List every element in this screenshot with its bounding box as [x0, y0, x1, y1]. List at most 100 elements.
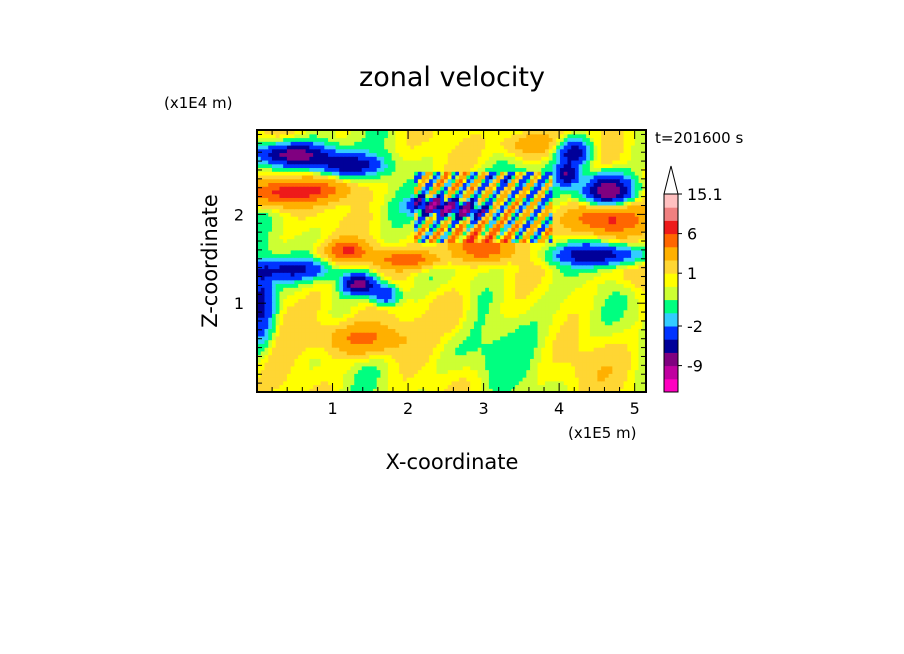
field-cell	[563, 216, 569, 221]
field-cell	[447, 384, 453, 389]
field-cell	[563, 212, 569, 217]
field-cell	[582, 358, 587, 363]
field-cell	[346, 231, 352, 236]
field-cell	[440, 362, 445, 367]
field-cell	[634, 380, 640, 386]
field-cell	[462, 219, 468, 225]
field-cell	[593, 219, 598, 225]
field-cell	[537, 335, 542, 341]
field-cell	[552, 347, 557, 352]
field-cell	[522, 373, 527, 378]
field-cell	[511, 332, 516, 337]
field-cell	[298, 335, 303, 341]
field-cell	[559, 354, 565, 359]
field-cell	[623, 238, 628, 243]
field-cell	[545, 223, 550, 228]
field-cell	[616, 249, 621, 255]
field-cell	[503, 279, 509, 285]
field-cell	[451, 313, 456, 318]
field-cell	[268, 373, 273, 378]
field-cell	[526, 268, 531, 273]
field-cell	[357, 264, 363, 270]
field-cell	[365, 234, 370, 240]
field-cell	[488, 287, 494, 292]
field-cell	[481, 347, 486, 352]
field-cell	[350, 238, 355, 243]
field-cell	[447, 287, 453, 292]
field-cell	[616, 343, 621, 348]
field-cell	[380, 373, 385, 378]
field-cell	[556, 290, 561, 296]
field-cell	[294, 320, 299, 326]
field-cell	[372, 253, 378, 258]
field-cell	[582, 354, 587, 359]
field-cell	[522, 223, 527, 228]
field-cell	[369, 313, 374, 318]
field-cell	[343, 268, 348, 273]
field-cell	[361, 328, 367, 333]
field-cell	[369, 294, 374, 300]
field-cell	[526, 339, 531, 344]
field-cell	[631, 231, 636, 236]
field-cell	[541, 249, 546, 255]
field-cell	[507, 339, 512, 344]
field-cell	[339, 249, 344, 255]
field-cell	[343, 216, 348, 221]
field-cell	[436, 219, 441, 225]
field-cell	[545, 216, 550, 221]
field-cell	[440, 242, 445, 247]
field-cell	[455, 212, 460, 217]
field-cell	[481, 223, 486, 228]
field-cell	[451, 305, 456, 311]
field-cell	[500, 305, 505, 311]
field-cell	[447, 339, 453, 344]
field-cell	[574, 380, 580, 386]
field-cell	[567, 242, 572, 247]
field-cell	[414, 317, 419, 322]
field-cell	[571, 219, 576, 225]
field-cell	[369, 362, 374, 367]
field-cell	[369, 231, 374, 236]
field-cell	[473, 231, 479, 236]
field-cell	[481, 249, 486, 255]
field-cell	[488, 275, 494, 281]
field-cell	[440, 287, 445, 292]
field-cell	[290, 358, 295, 363]
field-cell	[604, 324, 610, 329]
field-cell	[533, 264, 539, 270]
field-cell	[260, 279, 266, 285]
field-cell	[417, 332, 423, 337]
field-cell	[294, 347, 299, 352]
field-cell	[447, 238, 453, 243]
field-cell	[571, 261, 576, 266]
field-cell	[286, 268, 292, 273]
field-cell	[399, 309, 404, 314]
field-cell	[455, 384, 460, 389]
field-cell	[526, 343, 531, 348]
field-cell	[451, 302, 456, 307]
field-cell	[612, 253, 617, 258]
field-cell	[410, 212, 415, 217]
field-cell	[503, 354, 509, 359]
field-cell	[357, 309, 363, 314]
field-cell	[406, 354, 411, 359]
field-cell	[631, 234, 636, 240]
field-cell	[384, 227, 389, 232]
field-cell	[286, 253, 292, 258]
field-cell	[399, 384, 404, 389]
field-cell	[511, 354, 516, 359]
field-cell	[324, 249, 329, 255]
field-cell	[481, 358, 486, 363]
field-cell	[271, 223, 277, 228]
field-cell	[387, 358, 393, 363]
field-cell	[294, 324, 299, 329]
field-cell	[309, 373, 314, 378]
field-cell	[346, 249, 352, 255]
field-cell	[328, 347, 333, 352]
field-cell	[324, 234, 329, 240]
field-cell	[294, 216, 299, 221]
field-cell	[638, 261, 643, 266]
field-cell	[432, 305, 438, 311]
field-cell	[541, 275, 546, 281]
field-cell	[634, 358, 640, 363]
